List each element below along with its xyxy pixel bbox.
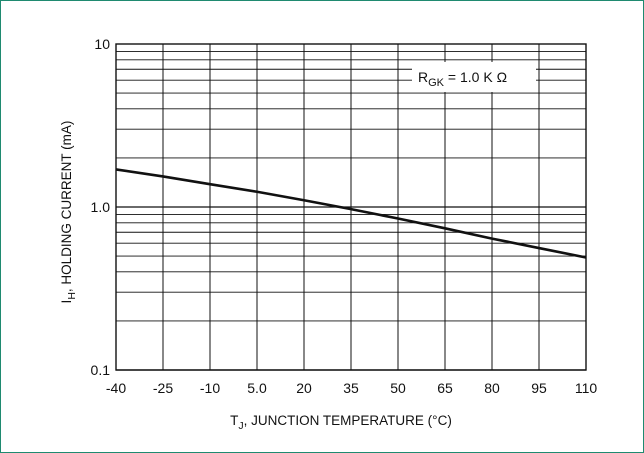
y-axis-subscript: H (66, 292, 78, 300)
y-tick-labels: 0.1 1.0 10 (91, 36, 111, 378)
annotation-value: = 1.0 K Ω (444, 69, 507, 85)
x-axis-text: , JUNCTION TEMPERATURE (°C) (244, 413, 452, 428)
x-tick-label: 95 (531, 380, 547, 396)
x-tick-label: 110 (575, 380, 598, 396)
y-axis-text: , HOLDING CURRENT (mA) (59, 121, 74, 293)
y-tick-label: 10 (94, 36, 110, 52)
x-tick-label: -25 (153, 380, 173, 396)
x-tick-label: 20 (296, 380, 312, 396)
x-tick-labels: -40 -25 -10 5.0 20 35 50 65 80 95 110 (106, 380, 597, 396)
x-tick-label: 50 (390, 380, 406, 396)
x-tick-label: 80 (484, 380, 500, 396)
x-axis-symbol: T (230, 413, 238, 428)
x-tick-label: -40 (106, 380, 126, 396)
x-tick-label: 35 (343, 380, 359, 396)
x-tick-label: 5.0 (247, 380, 267, 396)
annotation-subscript: GK (428, 77, 445, 89)
x-axis-label: TJ, JUNCTION TEMPERATURE (°C) (230, 413, 452, 432)
y-tick-label: 0.1 (91, 362, 111, 378)
x-tick-label: -10 (200, 380, 220, 396)
x-tick-label: 65 (437, 380, 453, 396)
annotation-symbol: R (418, 69, 428, 85)
y-tick-label: 1.0 (91, 199, 111, 215)
y-axis-label: IH, HOLDING CURRENT (mA) (59, 121, 78, 304)
